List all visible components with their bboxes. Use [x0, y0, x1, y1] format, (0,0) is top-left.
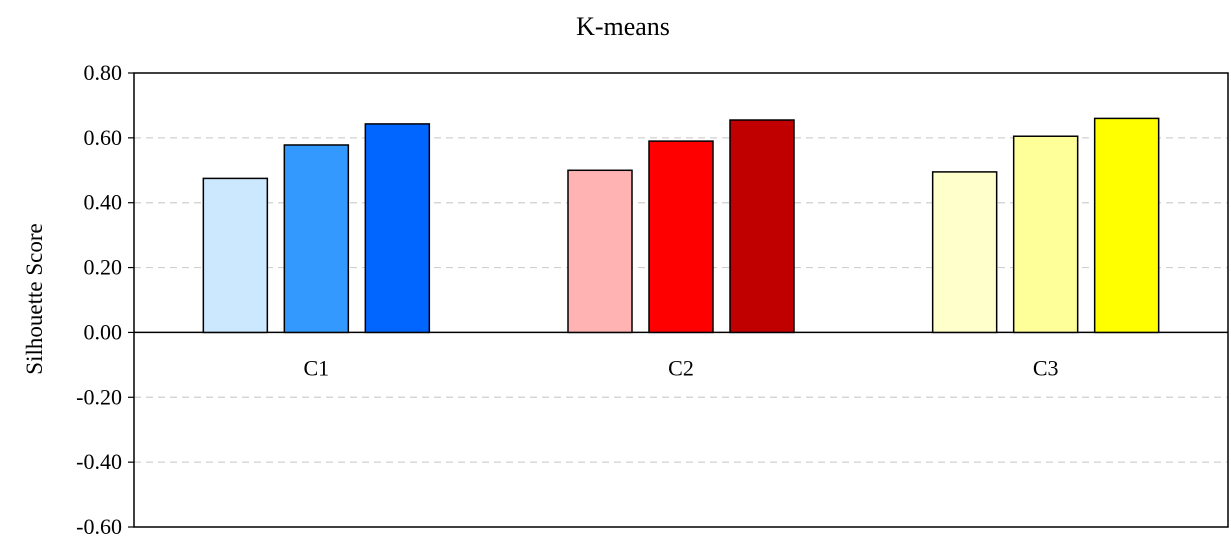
bar-c3-2: [1012, 135, 1079, 334]
bar-c1-3: [364, 123, 431, 334]
category-labels: C1 C2 C3: [303, 355, 1058, 380]
y-tick-label: 0.00: [84, 319, 123, 344]
category-label: C1: [303, 355, 329, 380]
bar-c3-3: [1093, 117, 1160, 334]
bar-c2-2: [648, 140, 714, 334]
y-axis-label: Silhouette Score: [22, 223, 47, 374]
bar-c1-1: [202, 177, 269, 334]
y-tick-label: 0.60: [84, 125, 123, 150]
category-label: C2: [668, 355, 694, 380]
y-tick-label: 0.80: [84, 60, 123, 85]
bar-c1-2: [283, 144, 350, 334]
bar-c2-3: [729, 119, 795, 334]
y-tick-label: -0.60: [76, 514, 122, 539]
bar-c2-1: [567, 169, 633, 334]
bars: [202, 117, 1160, 334]
y-tick-label: -0.20: [76, 384, 122, 409]
category-label: C3: [1033, 355, 1059, 380]
y-tick-label: 0.40: [84, 190, 123, 215]
bar-c3-1: [931, 171, 998, 334]
plot-frame: [133, 72, 1229, 528]
chart-title: K-means: [576, 12, 670, 41]
y-tick-label: 0.20: [84, 255, 123, 280]
y-tick-label: -0.40: [76, 449, 122, 474]
y-tick-labels: 0.80 0.60 0.40 0.20 0.00 -0.20 -0.40 -0.60: [76, 60, 122, 539]
